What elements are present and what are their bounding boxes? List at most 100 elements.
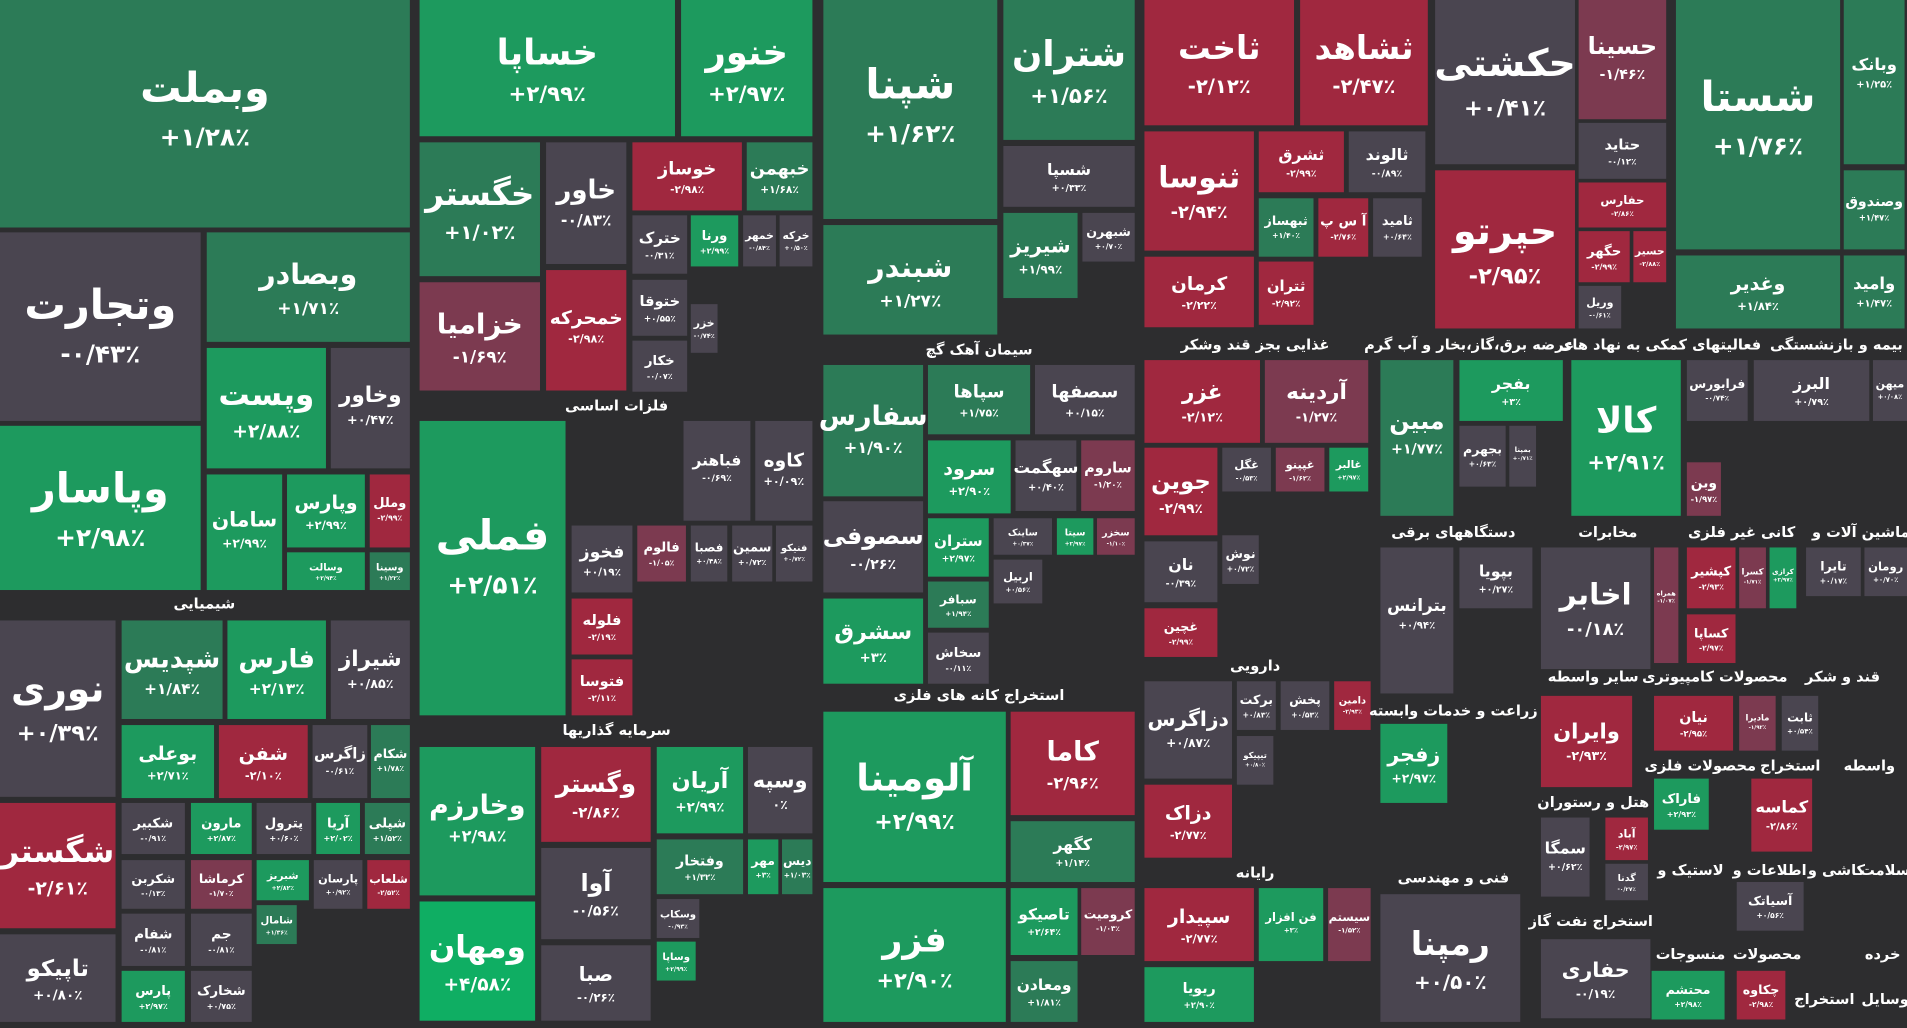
tile: [823, 888, 1006, 1022]
tile: [1258, 888, 1324, 962]
tile-name: آباد: [1618, 827, 1636, 841]
tile-name: فرابورس: [1689, 377, 1745, 391]
tile-name: خنور: [704, 32, 788, 73]
tile-value: +۰/۶۳٪: [1469, 459, 1497, 468]
tile: [1264, 360, 1369, 443]
tile-value: +۰/۱۵٪: [1065, 406, 1104, 419]
tile: [1806, 547, 1861, 597]
tile-name: حسینا: [1588, 32, 1657, 60]
tile: [256, 860, 309, 901]
tile-name: زاگرس: [314, 744, 366, 762]
tile-value: +۲/۹۹٪: [874, 809, 955, 835]
tile: [121, 620, 223, 719]
tile: [823, 364, 924, 497]
tile: [1739, 695, 1776, 751]
tile-name: سمین: [733, 540, 772, 555]
tile-value: +۱/۷۶٪: [1713, 131, 1803, 160]
tile: [541, 847, 651, 940]
tile: [1435, 170, 1575, 329]
tile-name: سامان: [212, 508, 277, 532]
sector-label: عرضه برق،گاز،بخار و آب گرم: [1364, 336, 1574, 354]
tile: [747, 839, 779, 895]
tile-value: +۰/۳۷٪: [1012, 540, 1033, 547]
tile-value: +۱/۳۶٪: [266, 929, 288, 936]
tile: [330, 620, 410, 719]
tile: [823, 225, 998, 335]
tile-value: -۰/۸۱٪: [140, 945, 166, 955]
tile-value: +۲/۹۷٪: [942, 555, 975, 565]
tile: [1435, 0, 1575, 165]
tile-name: آریا: [327, 814, 350, 831]
tile-value: -۱/۰۳٪: [1096, 924, 1120, 933]
tile-name: شگستر: [0, 833, 114, 870]
tile: [632, 142, 742, 211]
tile-value: +۰/۱۷٪: [1820, 576, 1848, 585]
tile-name: فخوز: [579, 542, 625, 562]
tile-name: ثامید: [1382, 214, 1413, 229]
tile-name: وساپا: [662, 952, 690, 963]
tile-name: نیان: [1679, 710, 1708, 726]
sector-label: محصولات فلزی: [1644, 757, 1756, 774]
tile-name: وگستر: [554, 769, 636, 799]
tile-name: وتجارت: [24, 281, 176, 330]
tile: [0, 802, 116, 929]
sector-label: دارویی: [1230, 658, 1280, 675]
tile-value: -۱/۶۲٪: [1289, 474, 1311, 482]
tile: [1081, 888, 1135, 956]
tile-value: +۱/۴۷٪: [1856, 299, 1892, 310]
tile-value: +۰/۷۵٪: [207, 1002, 236, 1011]
sector-label: هتل و رستوران: [1537, 794, 1649, 811]
tile-value: +۱/۲۵٪: [1856, 80, 1892, 91]
tile: [1222, 447, 1271, 492]
tile-name: فاراک: [1662, 792, 1701, 807]
tile: [419, 282, 540, 391]
tile: [1578, 285, 1622, 329]
tile: [1034, 364, 1135, 435]
sector-label: ماشین آلات و: [1811, 523, 1907, 541]
tile: [632, 279, 688, 336]
tile-value: -۰/۵۳٪: [1236, 474, 1258, 482]
tile-value: -۱/۲۷٪: [1296, 410, 1338, 425]
tile-name: شامال: [260, 916, 293, 927]
tile-value: -۰/۶۱٪: [326, 767, 355, 777]
tile-value: -۰/۱۳٪: [141, 889, 166, 898]
tile: [747, 746, 813, 834]
tile-value: +۰/۱۹٪: [583, 566, 621, 578]
tile-value: +۲/۹۰٪: [1184, 1001, 1215, 1011]
tile-value: +۰/۴۷٪: [347, 413, 394, 428]
tile: [1686, 614, 1736, 664]
tile: [206, 232, 410, 342]
tile-name: گدنا: [1618, 872, 1637, 884]
tile-name: ثشرق: [1278, 145, 1324, 164]
tile-value: +۳٪: [860, 651, 887, 666]
tile: [0, 934, 116, 1022]
tile-value: -۲/۷۶٪: [1330, 233, 1356, 242]
tile-value: +۲/۹۰٪: [876, 969, 952, 993]
tile-name: وامید: [1853, 274, 1895, 294]
tile: [419, 420, 566, 716]
tile: [1736, 882, 1804, 931]
tile-name: وخاور: [338, 383, 401, 408]
tile-name: ستران: [934, 532, 983, 550]
tile-name: کاما: [1046, 737, 1099, 768]
tile-name: آوا: [580, 868, 612, 897]
tile-value: +۰/۷۰٪: [1095, 242, 1123, 251]
tile: [541, 945, 651, 1021]
tile: [419, 746, 536, 896]
tile-name: وپست: [218, 377, 314, 413]
tile-name: مبین: [1389, 407, 1444, 435]
tile-name: سرود: [943, 458, 995, 480]
tile-name: خوساز: [657, 160, 716, 180]
tile-name: شبریز: [266, 870, 298, 882]
tile: [1578, 182, 1667, 228]
tile: [121, 725, 215, 799]
tile: [1222, 535, 1259, 584]
tile-name: سیتا: [1065, 527, 1086, 538]
tile: [1328, 888, 1371, 962]
tile: [775, 525, 813, 582]
tile-value: -۰/۱۱٪: [945, 664, 971, 673]
tile-value: +۰/۸۷٪: [1166, 736, 1210, 750]
tile-name: وایران: [1553, 718, 1620, 743]
tile-name: خساپا: [497, 32, 598, 73]
